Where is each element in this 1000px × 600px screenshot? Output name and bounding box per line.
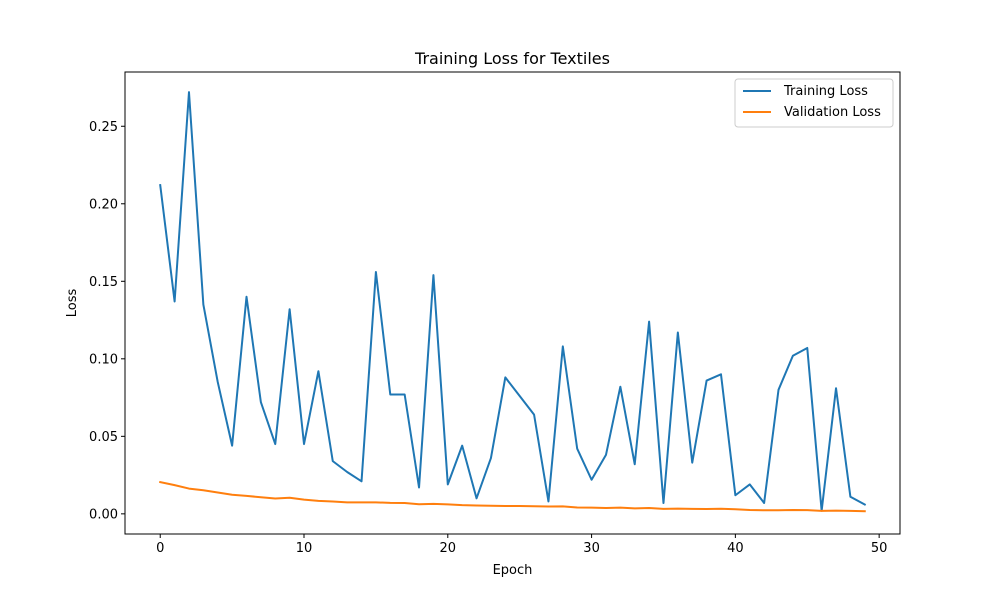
legend-box [734,78,894,128]
series-line-validation-loss [159,480,866,513]
legend-label-training-loss: Training Loss [783,84,868,99]
y-tick-label: 0.05 [89,430,118,445]
x-tick-label: 10 [296,541,313,556]
y-axis-title: Loss [65,289,80,318]
plot-area-frame [124,71,901,535]
y-tick-label: 0.15 [89,275,118,290]
x-tick-label: 50 [871,541,888,556]
y-tick-label: 0.20 [89,197,118,212]
chart-title: Training Loss for Textiles [414,49,610,68]
legend: Training Loss Validation Loss [734,78,894,128]
series-layer [159,91,867,513]
x-axis-ticks: 0 10 20 30 40 50 [156,534,887,556]
x-tick-label: 40 [727,541,744,556]
x-tick-label: 30 [583,541,600,556]
y-tick-label: 0.00 [89,507,118,522]
x-axis-title: Epoch [493,563,533,578]
legend-label-validation-loss: Validation Loss [784,105,881,120]
y-tick-label: 0.25 [89,120,118,135]
y-axis-ticks: 0.00 0.05 0.10 0.15 0.20 0.25 [89,120,125,522]
series-line-training-loss [159,91,867,512]
x-tick-label: 20 [440,541,457,556]
y-tick-label: 0.10 [89,352,118,367]
x-tick-label: 0 [156,541,164,556]
